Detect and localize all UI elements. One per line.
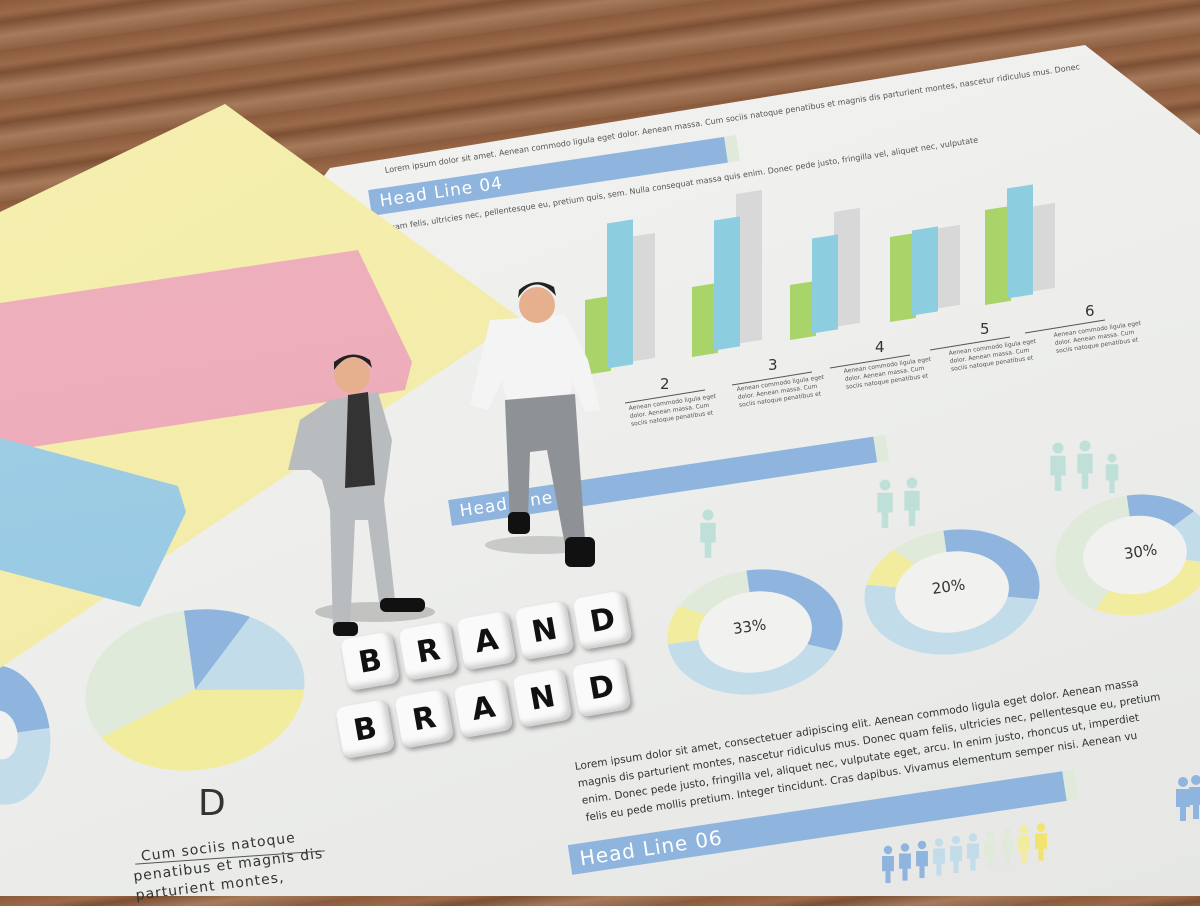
letter-block-n: N xyxy=(514,600,575,661)
bar-5-0 xyxy=(890,232,916,322)
bar-4-1 xyxy=(812,234,838,334)
bar-6-1 xyxy=(1007,184,1033,299)
figurine-white-shirt xyxy=(470,282,600,567)
bar-5-2 xyxy=(934,224,960,310)
donut-33 xyxy=(667,569,843,695)
bar-3-0 xyxy=(692,282,718,357)
donut-30 xyxy=(1055,494,1200,616)
person-icon xyxy=(1105,453,1119,494)
letter-block-b: B xyxy=(340,630,401,692)
pie-chart xyxy=(85,609,305,771)
bar-label-rule xyxy=(731,371,813,386)
person-icon xyxy=(933,838,945,876)
bar-label-4: 4 xyxy=(875,338,885,356)
person-icon xyxy=(1001,828,1013,866)
figurine-suit xyxy=(288,354,435,636)
person-icon xyxy=(882,845,894,884)
person-icon xyxy=(899,843,911,881)
person-icon xyxy=(904,477,920,526)
bar-6-0 xyxy=(985,205,1011,305)
bar-6-2 xyxy=(1029,202,1055,293)
partial-donut xyxy=(0,665,51,805)
person-icon xyxy=(1035,823,1047,861)
letter-block-r: R xyxy=(394,688,455,749)
person-icon xyxy=(1077,440,1093,489)
person-icon xyxy=(877,479,893,528)
letter-block-d: D xyxy=(572,589,633,651)
bar-5-1 xyxy=(912,226,938,316)
person-icon xyxy=(1176,777,1190,821)
bar-4-2 xyxy=(834,207,860,328)
person-icon xyxy=(700,509,716,558)
donut-20 xyxy=(864,529,1040,655)
letter-block-d: D xyxy=(571,657,632,718)
person-icon xyxy=(1018,825,1030,864)
bar-label-5: 5 xyxy=(980,320,990,338)
bar-2-0 xyxy=(585,295,611,375)
bar-label-3: 3 xyxy=(768,356,778,374)
bar-label-6: 6 xyxy=(1085,302,1095,320)
bar-label-2: 2 xyxy=(660,375,670,393)
person-icon xyxy=(950,835,962,874)
person-icon xyxy=(1050,442,1066,491)
bar-2-1 xyxy=(607,219,633,369)
bar-2-2 xyxy=(629,232,655,363)
bar-3-2 xyxy=(736,189,762,345)
bar-label-rule xyxy=(624,389,706,404)
bar-label-rule xyxy=(829,354,911,369)
letter-block-a: A xyxy=(453,678,514,739)
person-icon xyxy=(967,833,979,871)
letter-block-a: A xyxy=(456,610,517,671)
person-icon xyxy=(916,840,928,879)
letter-block-r: R xyxy=(398,620,459,681)
person-icon xyxy=(1189,775,1200,819)
bar-3-1 xyxy=(714,216,740,351)
bar-label-rule xyxy=(1024,319,1106,334)
bar-label-rule xyxy=(929,336,1011,351)
pie-label-d: D xyxy=(198,783,226,824)
letter-block-n: N xyxy=(512,667,573,728)
person-icon xyxy=(984,830,996,869)
letter-block-b: B xyxy=(335,698,396,760)
bar-4-0 xyxy=(790,280,816,340)
